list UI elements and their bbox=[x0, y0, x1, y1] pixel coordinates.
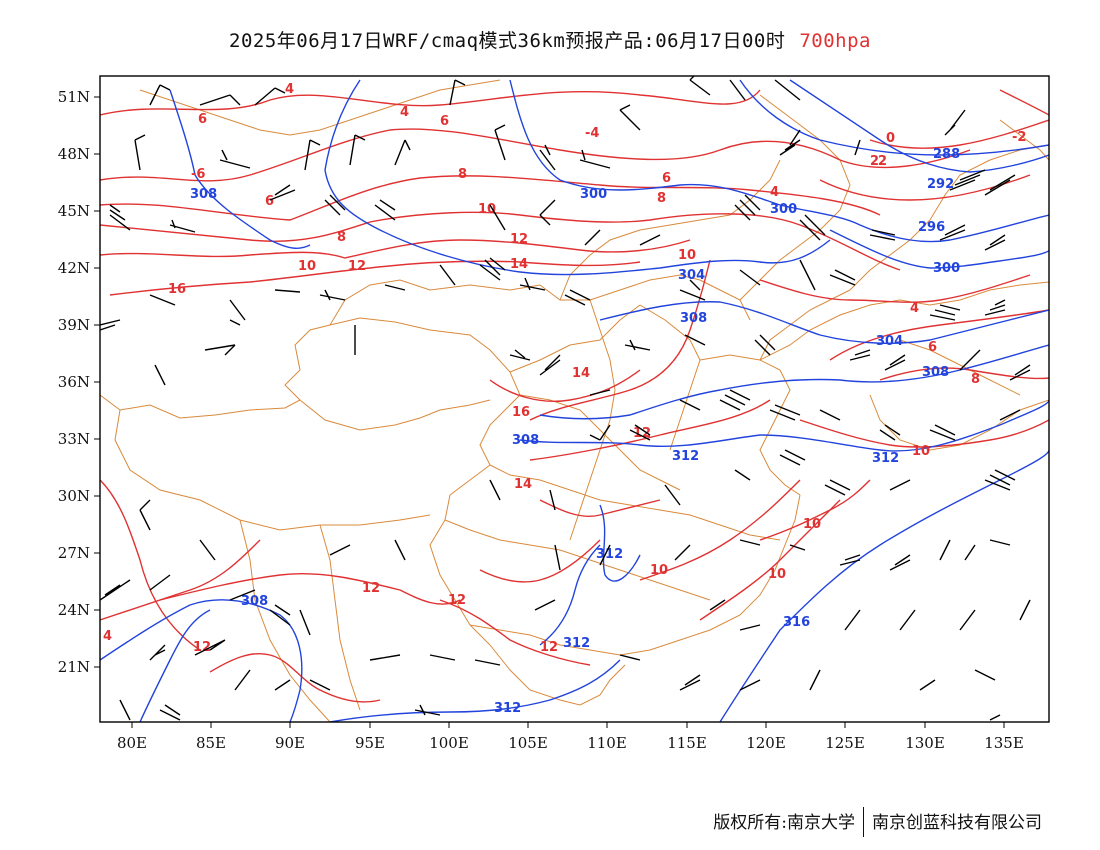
temperature-label: -6 bbox=[191, 167, 205, 182]
temperature-label: 16 bbox=[512, 405, 530, 420]
height-label: 308 bbox=[680, 311, 707, 326]
height-label: 308 bbox=[922, 365, 949, 380]
temperature-label: 2 bbox=[878, 154, 887, 169]
temperature-label: 12 bbox=[510, 232, 528, 247]
temperature-label: 12 bbox=[193, 640, 211, 655]
lat-label: 42N bbox=[58, 259, 90, 277]
lat-label: 27N bbox=[58, 544, 90, 562]
temperature-label: 6 bbox=[265, 194, 274, 209]
height-label: 292 bbox=[927, 177, 954, 192]
map-title: 2025年06月17日WRF/cmaq模式36km预报产品:06月17日00时 7… bbox=[0, 26, 1100, 53]
lon-label: 110E bbox=[587, 734, 627, 752]
lat-label: 36N bbox=[58, 373, 90, 391]
temperature-labels: 4 6 4 6 -6 6 8 6 -4 4 2 0 2 -2 10 10 12 … bbox=[103, 82, 1026, 655]
temperature-label: 10 bbox=[912, 444, 930, 459]
height-label: 308 bbox=[190, 187, 217, 202]
height-label: 312 bbox=[872, 451, 899, 466]
copyright-footer: 版权所有:南京大学 南京创蓝科技有限公司 bbox=[713, 806, 1042, 839]
temperature-label: 12 bbox=[633, 426, 651, 441]
latitude-labels: 51N 48N 45N 42N 39N 36N 33N 30N 27N 24N … bbox=[58, 88, 90, 676]
temperature-label: 10 bbox=[650, 563, 668, 578]
height-label: 300 bbox=[933, 261, 960, 276]
temperature-label: 6 bbox=[662, 171, 671, 186]
lon-label: 85E bbox=[196, 734, 226, 752]
title-text: 2025年06月17日WRF/cmaq模式36km预报产品:06月17日00时 bbox=[229, 30, 786, 52]
temperature-label: 6 bbox=[928, 340, 937, 355]
temperature-contours bbox=[100, 89, 1049, 703]
temperature-label: 12 bbox=[362, 581, 380, 596]
height-label: 312 bbox=[563, 636, 590, 651]
temperature-label: 8 bbox=[657, 191, 666, 206]
temperature-label: 12 bbox=[348, 259, 366, 274]
temperature-label: -2 bbox=[1012, 130, 1026, 145]
height-label: 300 bbox=[770, 202, 797, 217]
temperature-label: 8 bbox=[337, 230, 346, 245]
pressure-level: 700hpa bbox=[799, 30, 871, 52]
lon-label: 135E bbox=[984, 734, 1024, 752]
height-label: 312 bbox=[494, 701, 521, 716]
lat-label: 48N bbox=[58, 145, 90, 163]
temperature-label: 10 bbox=[803, 517, 821, 532]
temperature-label: 2 bbox=[870, 154, 879, 169]
lat-label: 45N bbox=[58, 202, 90, 220]
lon-label: 130E bbox=[905, 734, 945, 752]
temperature-label: 12 bbox=[448, 593, 466, 608]
height-label: 288 bbox=[933, 147, 960, 162]
longitude-labels: 80E 85E 90E 95E 100E 105E 110E 115E 120E… bbox=[117, 734, 1024, 752]
lon-label: 95E bbox=[355, 734, 385, 752]
height-label: 312 bbox=[672, 449, 699, 464]
temperature-label: 6 bbox=[440, 114, 449, 129]
temperature-label: 8 bbox=[458, 167, 467, 182]
height-label: 304 bbox=[876, 334, 903, 349]
height-label: 304 bbox=[678, 268, 705, 283]
lon-label: 90E bbox=[275, 734, 305, 752]
lon-label: 100E bbox=[429, 734, 469, 752]
height-label: 312 bbox=[596, 547, 623, 562]
temperature-label: 12 bbox=[540, 640, 558, 655]
temperature-label: 10 bbox=[768, 567, 786, 582]
temperature-label: 0 bbox=[886, 131, 895, 146]
lon-label: 120E bbox=[746, 734, 786, 752]
temperature-label: 10 bbox=[478, 202, 496, 217]
temperature-label: 8 bbox=[971, 372, 980, 387]
lon-label: 115E bbox=[667, 734, 707, 752]
wind-barbs bbox=[100, 76, 1031, 721]
boundary-lines bbox=[100, 79, 1049, 722]
temperature-label: 4 bbox=[400, 105, 409, 120]
lat-label: 21N bbox=[58, 658, 90, 676]
height-contours bbox=[100, 79, 1049, 722]
temperature-label: 10 bbox=[298, 259, 316, 274]
height-label: 296 bbox=[918, 220, 945, 235]
temperature-label: 16 bbox=[168, 282, 186, 297]
temperature-label: 4 bbox=[285, 82, 294, 97]
lat-label: 24N bbox=[58, 601, 90, 619]
lon-label: 125E bbox=[825, 734, 865, 752]
lon-label: 80E bbox=[117, 734, 147, 752]
lat-label: 30N bbox=[58, 487, 90, 505]
temperature-label: -4 bbox=[585, 126, 599, 141]
axis-ticks bbox=[94, 96, 1005, 728]
copyright-owner: 版权所有:南京大学 bbox=[713, 813, 855, 833]
temperature-label: 10 bbox=[678, 248, 696, 263]
temperature-label: 6 bbox=[198, 112, 207, 127]
lon-label: 105E bbox=[508, 734, 548, 752]
lat-label: 51N bbox=[58, 88, 90, 106]
lat-label: 39N bbox=[58, 316, 90, 334]
temperature-label: 4 bbox=[770, 185, 779, 200]
height-label: 308 bbox=[512, 433, 539, 448]
lat-label: 33N bbox=[58, 430, 90, 448]
temperature-label: 14 bbox=[510, 257, 528, 272]
height-labels: 308 300 300 288 292 296 300 304 308 304 … bbox=[190, 147, 960, 716]
plot-frame bbox=[99, 75, 1050, 723]
temperature-label: 4 bbox=[910, 301, 919, 316]
height-label: 308 bbox=[241, 594, 268, 609]
copyright-company: 南京创蓝科技有限公司 bbox=[872, 813, 1042, 833]
height-label: 316 bbox=[783, 615, 810, 630]
temperature-label: 14 bbox=[572, 366, 590, 381]
height-label: 300 bbox=[580, 187, 607, 202]
temperature-label: 4 bbox=[103, 629, 112, 644]
footer-divider bbox=[863, 806, 864, 837]
temperature-label: 14 bbox=[514, 477, 532, 492]
